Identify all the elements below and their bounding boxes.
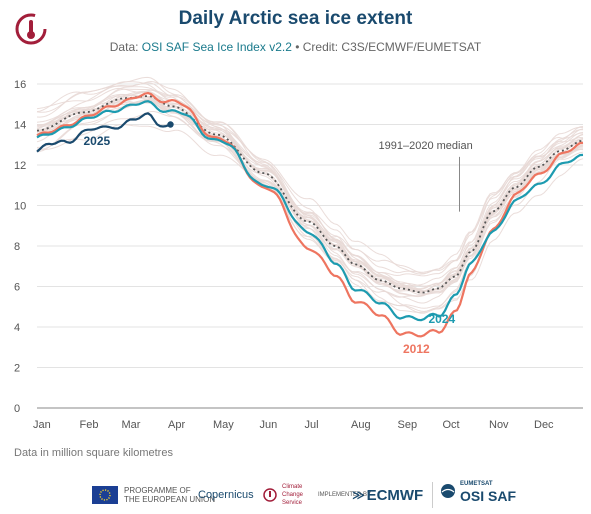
- y-tick-label: 2: [14, 363, 20, 375]
- historical-year-line: [36, 93, 584, 292]
- x-tick-label: Jan: [33, 419, 51, 431]
- partner-logos: PROGRAMME OF THE EUROPEAN UNION Copernic…: [0, 478, 591, 512]
- unit-footnote: Data in million square kilometres: [14, 447, 173, 459]
- y-tick-label: 8: [14, 241, 20, 253]
- chart-subtitle: Data: OSI SAF Sea Ice Index v2.2 • Credi…: [0, 40, 591, 54]
- eu-label-line2: THE EUROPEAN UNION: [124, 495, 216, 504]
- historical-year-line: [36, 101, 584, 297]
- series-2012-line: [36, 92, 584, 338]
- eu-flag-icon: [92, 486, 118, 504]
- historical-year-line: [36, 99, 584, 309]
- x-tick-label: Aug: [351, 419, 371, 431]
- historical-year-line: [36, 81, 584, 274]
- x-tick-label: May: [213, 419, 234, 431]
- logo-divider: [432, 482, 433, 508]
- eumetsat-globe-icon: [441, 484, 455, 498]
- data-source-link[interactable]: OSI SAF Sea Ice Index v2.2: [141, 40, 292, 54]
- y-tick-label: 6: [14, 282, 20, 294]
- y-tick-label: 4: [14, 322, 20, 334]
- ecmwf-label: ECMWF: [366, 486, 424, 504]
- series-2024-line: [36, 100, 584, 322]
- x-tick-label: Feb: [80, 419, 99, 431]
- y-tick-label: 14: [14, 120, 26, 132]
- osisaf-label: OSI SAF: [460, 488, 517, 504]
- eu-logo: PROGRAMME OF THE EUROPEAN UNION: [92, 484, 215, 506]
- chart-title: Daily Arctic sea ice extent: [178, 8, 413, 29]
- x-tick-label: Nov: [489, 419, 509, 431]
- subtitle-credit: • Credit: C3S/ECMWF/EUMETSAT: [295, 40, 482, 54]
- ecmwf-logo: ≫ ECMWF: [352, 484, 423, 506]
- y-tick-label: 16: [14, 79, 26, 91]
- x-tick-label: Oct: [443, 419, 460, 431]
- c3s-thermometer-logo-icon: [15, 13, 47, 45]
- implemented-by-label: IMPLEMENTED BY: [318, 492, 372, 498]
- subtitle-prefix: Data:: [109, 40, 139, 54]
- y-tick-label: 0: [14, 403, 20, 415]
- x-tick-label: Mar: [122, 419, 141, 431]
- label-2025: 2025: [84, 134, 111, 148]
- copernicus-label: Copernicus: [198, 489, 254, 501]
- chart-grid: 0 2 4 6 8 10 12 14 16 Jan Feb Mar Apr May Jun Jul Aug Sep…: [14, 79, 583, 431]
- x-tick-label: Jul: [305, 419, 319, 431]
- x-tick-label: Apr: [168, 419, 185, 431]
- osisaf-logo: EUMETSAT OSI SAF: [440, 480, 517, 504]
- historical-year-line: [36, 80, 584, 287]
- label-median: 1991–2020 median: [379, 140, 473, 152]
- label-2012: 2012: [403, 342, 430, 356]
- x-tick-label: Jun: [260, 419, 278, 431]
- label-2024: 2024: [429, 312, 456, 326]
- historical-year-line: [37, 89, 583, 290]
- c3s-small-icon: [263, 488, 277, 502]
- historical-year-line: [36, 87, 584, 275]
- copernicus-logo: Copernicus: [198, 484, 254, 506]
- y-tick-label: 12: [14, 160, 26, 172]
- series-2025-endpoint: [167, 121, 174, 128]
- historical-year-line: [36, 101, 584, 294]
- eumetsat-label: EUMETSAT: [460, 481, 493, 487]
- ecmwf-arrows-icon: ≫: [352, 488, 365, 502]
- series-2025-line: [36, 112, 170, 153]
- eu-label-line1: PROGRAMME OF: [124, 486, 191, 495]
- c3s-logo: Climate Change Service: [262, 484, 322, 506]
- sea-ice-line-chart: 0 2 4 6 8 10 12 14 16 Jan Feb Mar Apr May Jun Jul Aug Sep…: [14, 76, 584, 431]
- c3s-label: Climate Change Service: [282, 484, 304, 506]
- highlighted-series: [36, 92, 584, 338]
- x-tick-label: Sep: [398, 419, 418, 431]
- x-tick-label: Dec: [534, 419, 554, 431]
- historical-year-line: [36, 88, 584, 293]
- chart-labels: 2025 2024 2012 1991–2020 median: [84, 134, 473, 356]
- historical-years-lines: [36, 76, 584, 314]
- median-line: [36, 95, 584, 294]
- historical-year-line: [36, 82, 584, 274]
- y-tick-label: 10: [14, 201, 26, 213]
